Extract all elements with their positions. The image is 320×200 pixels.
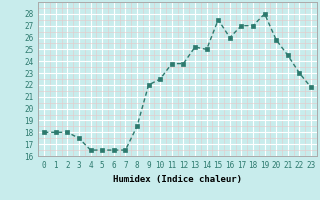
- X-axis label: Humidex (Indice chaleur): Humidex (Indice chaleur): [113, 175, 242, 184]
